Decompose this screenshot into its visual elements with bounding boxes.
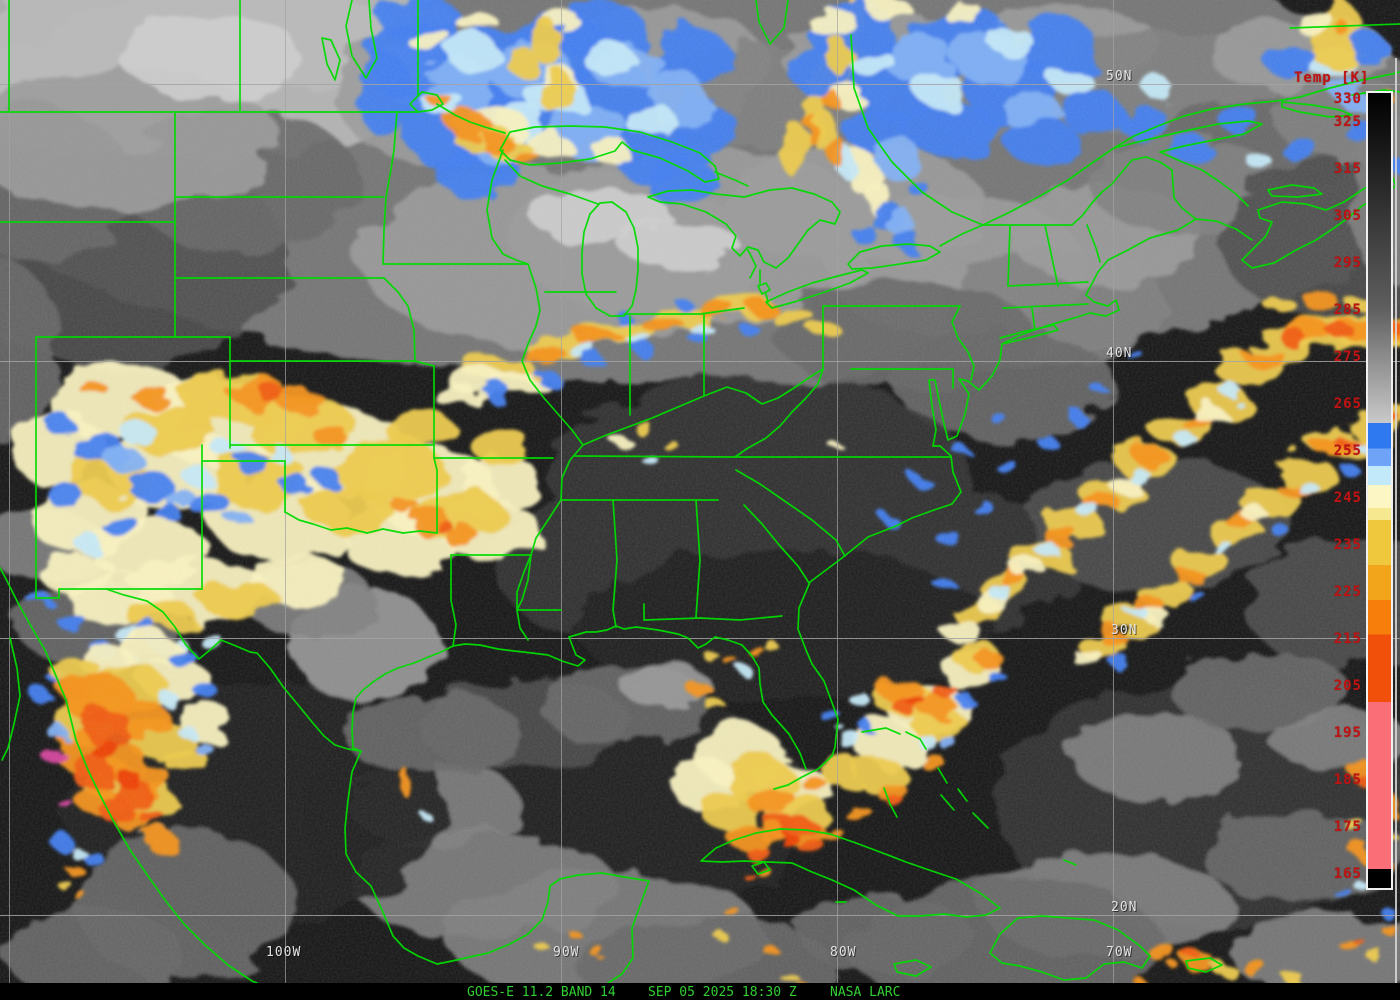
latitude-label-20n: 20N xyxy=(1111,900,1138,915)
colorbar-tick-235: 235 xyxy=(1333,537,1362,553)
longitude-label-90w: 90W xyxy=(553,945,580,960)
colorbar-tick-295: 295 xyxy=(1333,255,1362,271)
longitude-label-100w: 100W xyxy=(266,945,302,960)
colorbar-tick-175: 175 xyxy=(1333,819,1362,835)
colorbar-tick-225: 225 xyxy=(1333,584,1362,600)
gridline-horizontal xyxy=(0,638,1400,639)
colorbar-tick-305: 305 xyxy=(1333,208,1362,224)
colorbar-tick-185: 185 xyxy=(1333,772,1362,788)
latitude-label-30n: 30N xyxy=(1111,623,1138,638)
colorbar-tick-165: 165 xyxy=(1333,866,1362,882)
caption-instrument: GOES-E 11.2 BAND 14 xyxy=(467,985,616,1000)
caption-credit: NASA LARC xyxy=(830,985,901,1000)
colorbar-tick-265: 265 xyxy=(1333,396,1362,412)
right-edge-line xyxy=(1395,58,1397,1000)
longitude-label-80w: 80W xyxy=(830,945,857,960)
colorbar-tick-195: 195 xyxy=(1333,725,1362,741)
gridline-horizontal xyxy=(0,361,1400,362)
gridline-vertical xyxy=(9,0,10,983)
colorbar-tick-285: 285 xyxy=(1333,302,1362,318)
gridline-vertical xyxy=(1113,0,1114,983)
gridline-horizontal xyxy=(0,84,1400,85)
colorbar-tick-315: 315 xyxy=(1333,161,1362,177)
colorbar-tick-325: 325 xyxy=(1333,114,1362,130)
colorbar-tick-205: 205 xyxy=(1333,678,1362,694)
gridline-horizontal xyxy=(0,915,1400,916)
caption-datetime: SEP 05 2025 18:30 Z xyxy=(648,985,797,1000)
latitude-label-40n: 40N xyxy=(1106,346,1133,361)
temperature-colorbar xyxy=(1366,91,1393,890)
gridline-vertical xyxy=(837,0,838,983)
longitude-label-70w: 70W xyxy=(1106,945,1133,960)
colorbar-tick-275: 275 xyxy=(1333,349,1362,365)
latitude-label-50n: 50N xyxy=(1106,69,1133,84)
caption-bar: GOES-E 11.2 BAND 14 SEP 05 2025 18:30 Z NA… xyxy=(0,983,1400,1000)
colorbar-tick-255: 255 xyxy=(1333,443,1362,459)
colorbar-tick-245: 245 xyxy=(1333,490,1362,506)
colorbar-tick-215: 215 xyxy=(1333,631,1362,647)
colorbar-title: Temp [K] xyxy=(1294,70,1370,86)
colorbar-tick-330: 330 xyxy=(1333,91,1362,107)
